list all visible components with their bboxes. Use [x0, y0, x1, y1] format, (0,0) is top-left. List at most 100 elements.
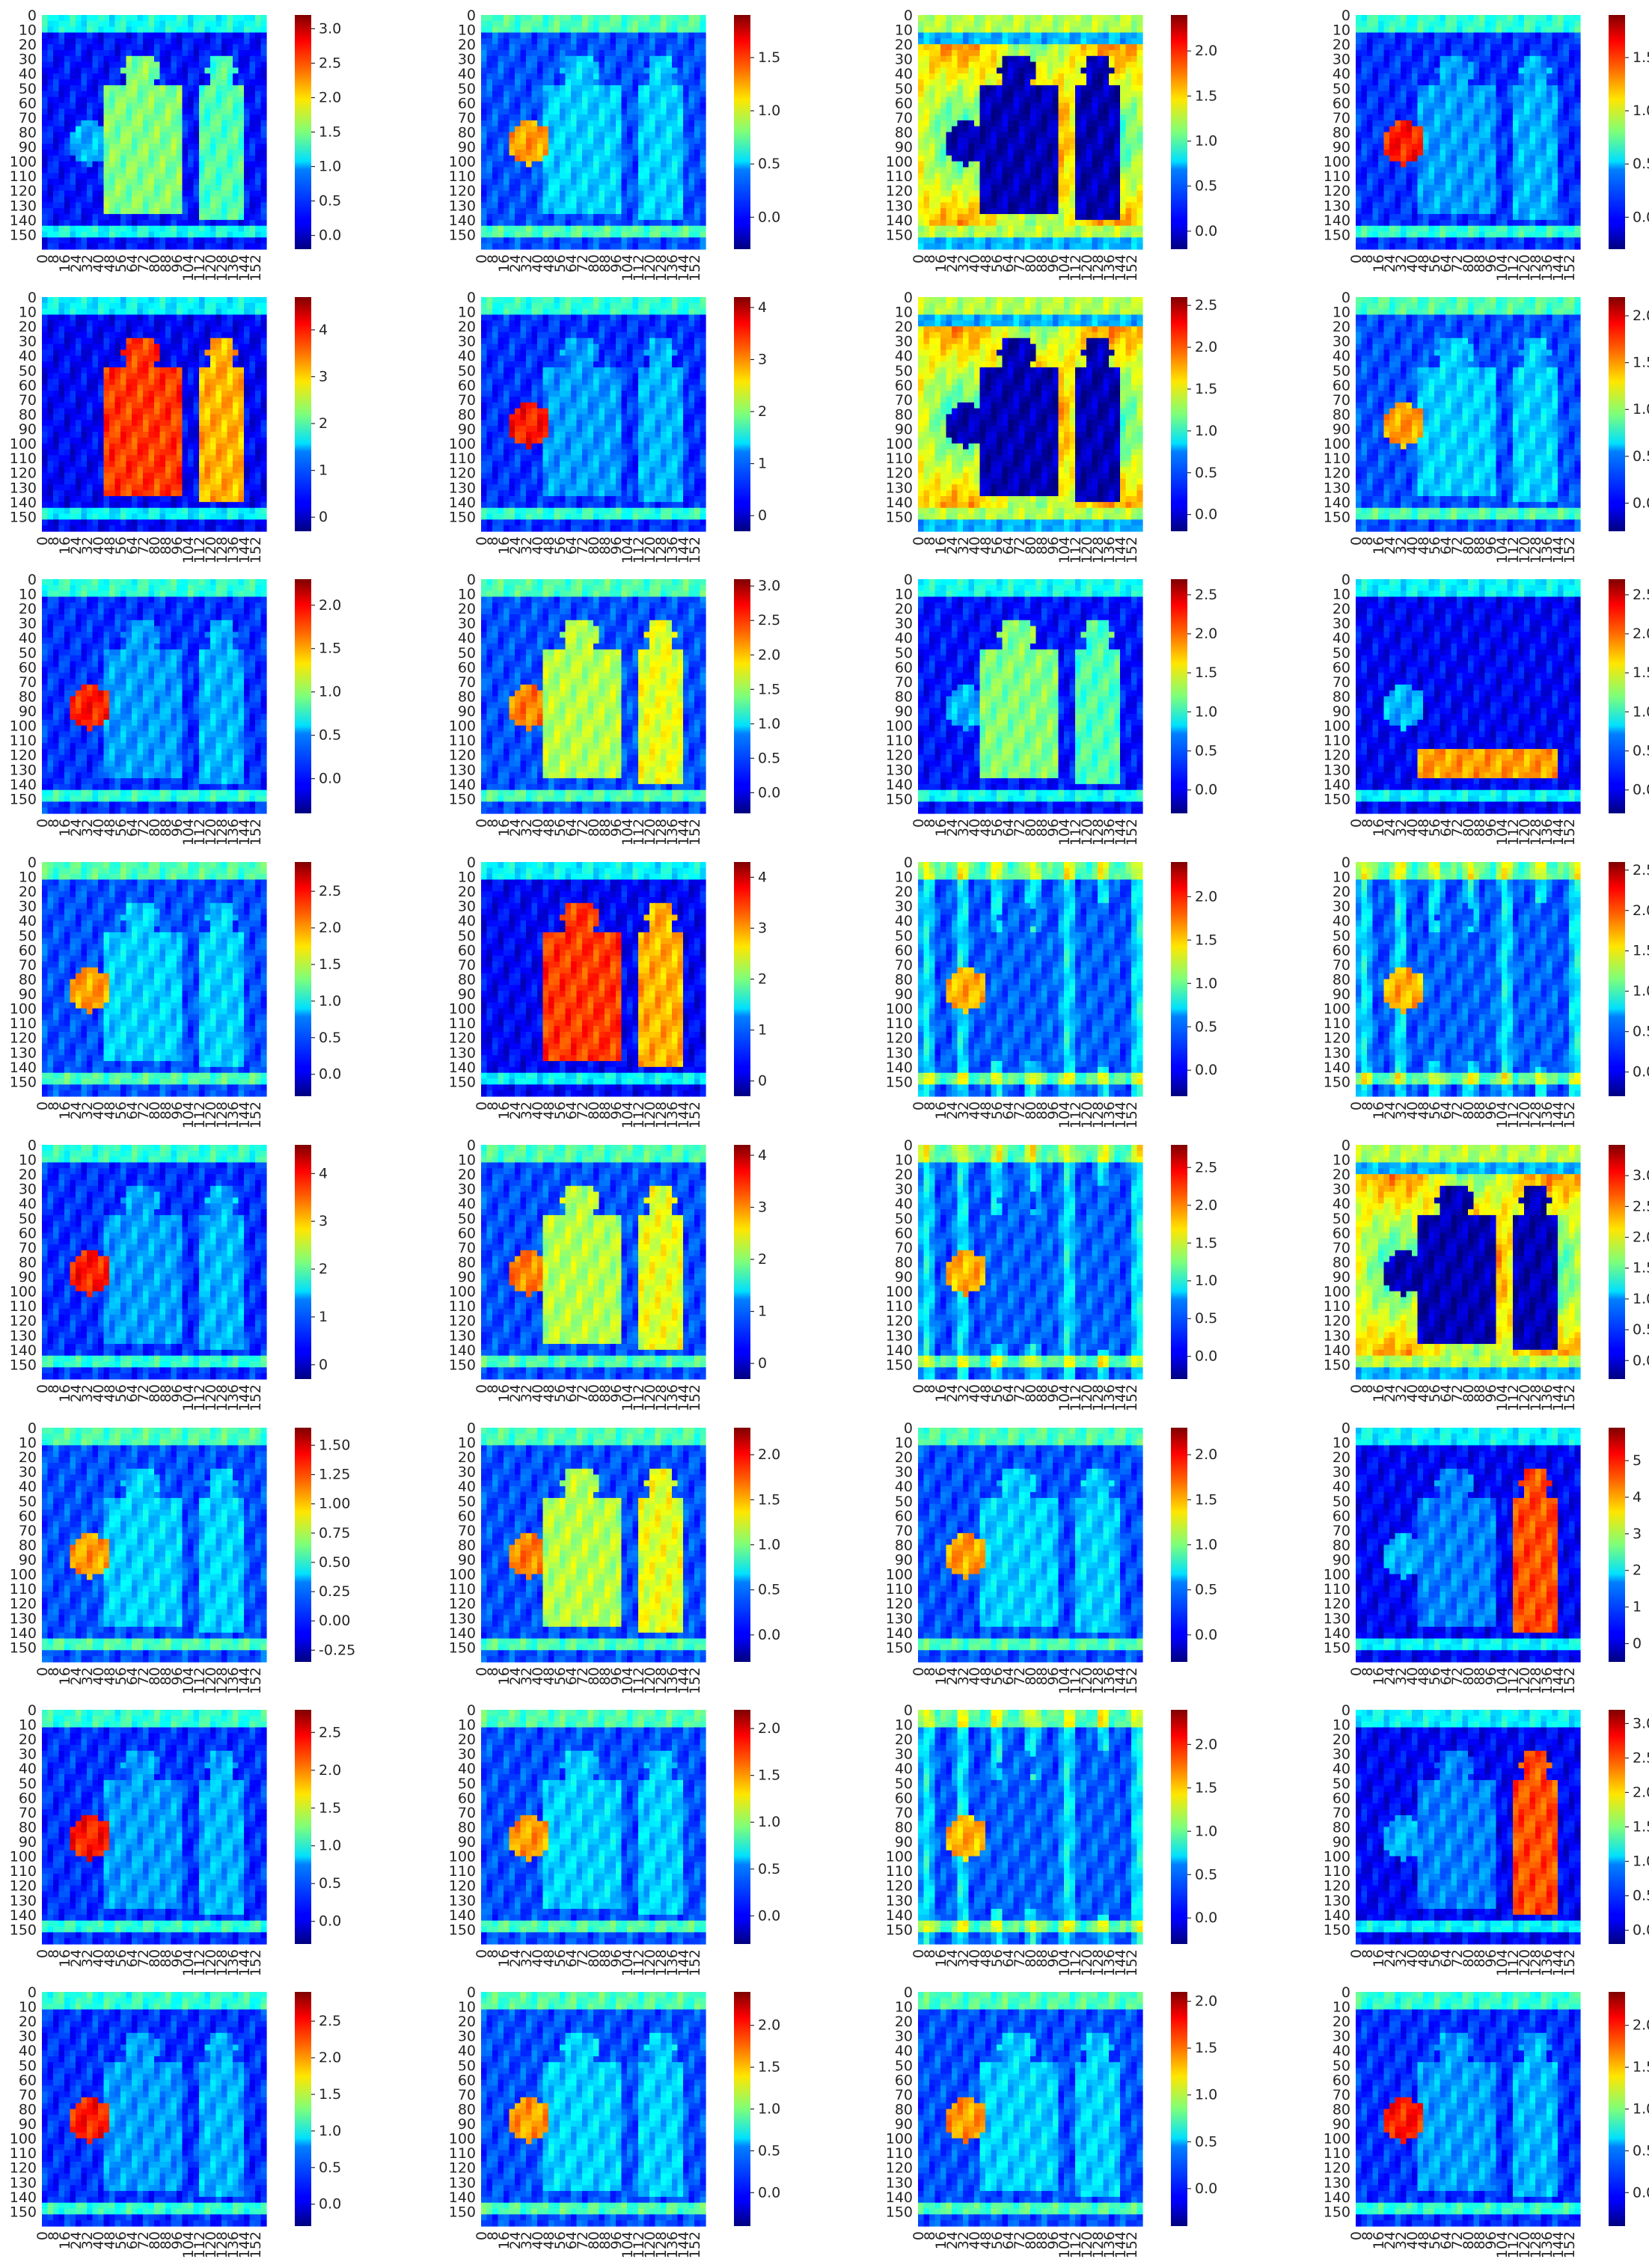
heatmap-cell — [171, 38, 177, 44]
heatmap-cell — [183, 132, 189, 138]
heatmap-cell — [109, 79, 115, 85]
heatmap-cell — [239, 73, 245, 79]
heatmap-cell — [255, 21, 261, 27]
heatmap-cell — [255, 56, 261, 62]
heatmap-cell — [104, 120, 110, 126]
heatmap-cell — [149, 114, 155, 120]
heatmap-cell — [115, 44, 121, 50]
heatmap-cell — [171, 150, 177, 156]
heatmap-cell — [199, 27, 205, 33]
heatmap-cell — [87, 114, 93, 120]
heatmap-cell — [138, 62, 144, 68]
heatmap-cell — [160, 162, 166, 168]
heatmap-cell — [221, 202, 227, 208]
heatmap-cell — [160, 103, 166, 108]
heatmap-cell — [177, 126, 183, 132]
heatmap-cell — [93, 114, 99, 120]
heatmap-cell — [98, 185, 104, 191]
heatmap-cell — [87, 120, 93, 126]
heatmap-cell — [171, 185, 177, 191]
heatmap-cell — [138, 144, 144, 150]
heatmap-cell — [126, 208, 132, 214]
heatmap-cell — [239, 21, 245, 27]
heatmap-cell — [53, 120, 59, 126]
heatmap-cell — [126, 21, 132, 27]
heatmap-cell — [244, 91, 250, 97]
heatmap-cell — [120, 150, 126, 156]
heatmap-cell — [87, 67, 93, 73]
heatmap-cell — [227, 126, 233, 132]
heatmap-cell — [149, 138, 155, 144]
heatmap-cell — [98, 79, 104, 85]
heatmap-cell — [93, 62, 99, 68]
heatmap-cell — [53, 56, 59, 62]
heatmap-cell — [42, 185, 48, 191]
heatmap-cell — [143, 56, 149, 62]
heatmap-cell — [64, 185, 70, 191]
heatmap-cell — [261, 185, 267, 191]
heatmap-cell — [93, 73, 99, 79]
heatmap-cell — [188, 132, 194, 138]
heatmap-cell — [149, 56, 155, 62]
heatmap-cell — [87, 214, 93, 220]
heatmap-cell — [70, 156, 76, 162]
heatmap-cell — [70, 167, 76, 173]
heatmap-cell — [120, 114, 126, 120]
heatmap-cell — [261, 144, 267, 150]
heatmap-cell — [160, 185, 166, 191]
heatmap-cell — [87, 126, 93, 132]
heatmap-cell — [210, 85, 216, 91]
heatmap-cell — [126, 114, 132, 120]
heatmap-cell — [93, 208, 99, 214]
heatmap-cell — [160, 108, 166, 114]
heatmap-cell — [255, 156, 261, 162]
heatmap-cell — [132, 208, 138, 214]
heatmap-cell — [261, 91, 267, 97]
heatmap-cell — [138, 150, 144, 156]
heatmap-cell — [233, 67, 239, 73]
heatmap-cell — [143, 67, 149, 73]
heatmap-cell — [183, 50, 189, 56]
heatmap-cell — [115, 32, 121, 38]
heatmap-cell — [120, 208, 126, 214]
heatmap-cell — [154, 103, 160, 108]
heatmap-cell — [165, 126, 171, 132]
heatmap-cell — [120, 15, 126, 21]
heatmap-cell — [165, 44, 171, 50]
heatmap-cell — [199, 185, 205, 191]
heatmap-cell — [227, 191, 233, 197]
heatmap-cell — [115, 50, 121, 56]
heatmap-cell — [76, 126, 82, 132]
heatmap-cell — [188, 173, 194, 179]
heatmap-cell — [82, 44, 88, 50]
heatmap-cell — [48, 138, 54, 144]
heatmap-cell — [115, 162, 121, 168]
heatmap-cell — [59, 179, 65, 185]
heatmap-cell — [126, 38, 132, 44]
heatmap-cell — [104, 15, 110, 21]
heatmap-cell — [221, 179, 227, 185]
heatmap-cell — [177, 156, 183, 162]
heatmap-cell — [53, 138, 59, 144]
heatmap-cell — [149, 208, 155, 214]
heatmap-cell — [53, 126, 59, 132]
heatmap-cell — [255, 185, 261, 191]
heatmap-cell — [250, 97, 256, 103]
heatmap-cell — [82, 79, 88, 85]
heatmap-cell — [138, 162, 144, 168]
heatmap-cell — [160, 202, 166, 208]
heatmap-cell — [87, 185, 93, 191]
heatmap-cell — [42, 197, 48, 203]
heatmap-cell — [154, 62, 160, 68]
heatmap-cell — [76, 202, 82, 208]
heatmap-cell — [143, 97, 149, 103]
heatmap-cell — [48, 208, 54, 214]
heatmap-cell — [216, 197, 222, 203]
heatmap-cell — [239, 50, 245, 56]
heatmap-cell — [261, 79, 267, 85]
heatmap-cell — [160, 144, 166, 150]
heatmap-cell — [199, 179, 205, 185]
heatmap-cell — [177, 114, 183, 120]
heatmap-cell — [93, 126, 99, 132]
heatmap-cell — [227, 144, 233, 150]
